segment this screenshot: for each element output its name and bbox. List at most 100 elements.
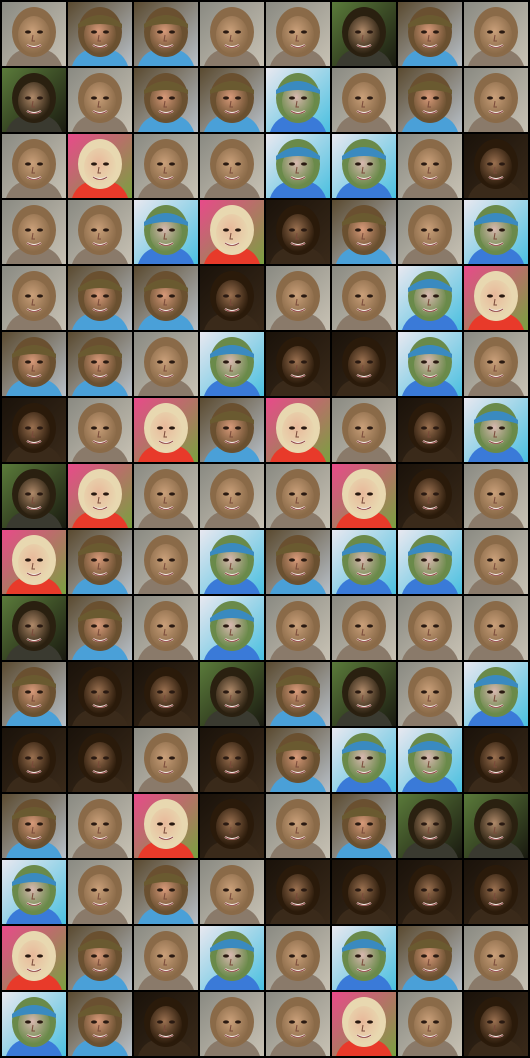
face-thumbnail — [398, 992, 462, 1056]
face-thumbnail — [134, 596, 198, 660]
face-thumbnail — [68, 992, 132, 1056]
face-thumbnail — [332, 68, 396, 132]
face-thumbnail — [200, 596, 264, 660]
face-thumbnail — [134, 464, 198, 528]
face-thumbnail — [332, 2, 396, 66]
face-thumbnail — [332, 530, 396, 594]
face-thumbnail — [464, 728, 528, 792]
face-thumbnail — [398, 530, 462, 594]
face-thumbnail — [200, 134, 264, 198]
face-thumbnail — [134, 794, 198, 858]
face-thumbnail — [398, 398, 462, 462]
face-thumbnail — [134, 266, 198, 330]
face-thumbnail — [332, 464, 396, 528]
face-thumbnail — [68, 332, 132, 396]
face-thumbnail — [200, 530, 264, 594]
face-thumbnail — [2, 926, 66, 990]
face-thumbnail — [398, 728, 462, 792]
face-thumbnail — [200, 464, 264, 528]
face-thumbnail — [200, 68, 264, 132]
face-thumbnail — [200, 728, 264, 792]
face-thumbnail — [398, 266, 462, 330]
face-thumbnail — [2, 530, 66, 594]
face-thumbnail — [68, 200, 132, 264]
face-thumbnail — [332, 398, 396, 462]
face-thumbnail — [134, 728, 198, 792]
face-thumbnail — [266, 728, 330, 792]
face-thumbnail — [332, 200, 396, 264]
face-thumbnail — [464, 134, 528, 198]
face-thumbnail — [266, 134, 330, 198]
face-thumbnail — [200, 926, 264, 990]
face-thumbnail — [464, 464, 528, 528]
face-thumbnail — [332, 794, 396, 858]
face-thumbnail — [464, 860, 528, 924]
face-thumbnail — [68, 662, 132, 726]
face-thumbnail — [68, 728, 132, 792]
face-thumbnail — [2, 200, 66, 264]
face-thumbnail — [332, 332, 396, 396]
face-thumbnail — [332, 134, 396, 198]
face-thumbnail — [68, 464, 132, 528]
face-thumbnail — [200, 662, 264, 726]
face-thumbnail — [266, 530, 330, 594]
face-thumbnail — [200, 332, 264, 396]
face-thumbnail — [134, 992, 198, 1056]
face-thumbnail — [266, 68, 330, 132]
face-thumbnail — [266, 926, 330, 990]
face-thumbnail — [464, 662, 528, 726]
face-thumbnail — [68, 134, 132, 198]
face-thumbnail — [200, 794, 264, 858]
face-thumbnail — [398, 464, 462, 528]
face-thumbnail — [2, 68, 66, 132]
face-thumbnail — [332, 662, 396, 726]
face-thumbnail — [200, 992, 264, 1056]
face-thumbnail — [332, 596, 396, 660]
face-thumbnail — [398, 68, 462, 132]
face-thumbnail — [2, 266, 66, 330]
face-thumbnail — [134, 2, 198, 66]
face-thumbnail — [200, 2, 264, 66]
face-thumbnail — [332, 992, 396, 1056]
face-thumbnail — [464, 398, 528, 462]
face-thumbnail — [2, 398, 66, 462]
face-thumbnail — [68, 398, 132, 462]
face-thumbnail — [68, 266, 132, 330]
face-thumbnail — [134, 200, 198, 264]
face-thumbnail — [68, 926, 132, 990]
face-thumbnail — [68, 68, 132, 132]
face-thumbnail — [134, 68, 198, 132]
face-thumbnail — [464, 794, 528, 858]
face-thumbnail — [134, 662, 198, 726]
face-thumbnail — [464, 2, 528, 66]
face-thumbnail — [200, 860, 264, 924]
face-thumbnail — [266, 2, 330, 66]
face-thumbnail — [68, 860, 132, 924]
face-thumbnail — [464, 266, 528, 330]
face-thumbnail — [68, 596, 132, 660]
face-thumbnail — [68, 2, 132, 66]
face-thumbnail — [2, 464, 66, 528]
face-thumbnail — [332, 728, 396, 792]
face-thumbnail — [266, 200, 330, 264]
face-thumbnail — [134, 398, 198, 462]
face-thumbnail — [2, 860, 66, 924]
face-thumbnail — [200, 398, 264, 462]
face-thumbnail — [266, 464, 330, 528]
face-thumbnail — [134, 926, 198, 990]
face-thumbnail — [464, 68, 528, 132]
face-thumbnail — [332, 926, 396, 990]
face-thumbnail — [2, 992, 66, 1056]
face-thumbnail — [332, 860, 396, 924]
face-thumbnail — [398, 596, 462, 660]
face-thumbnail — [68, 794, 132, 858]
face-thumbnail — [2, 134, 66, 198]
face-thumbnail — [398, 134, 462, 198]
face-thumbnail — [266, 266, 330, 330]
face-thumbnail — [266, 596, 330, 660]
face-thumbnail — [2, 728, 66, 792]
face-thumbnail — [398, 662, 462, 726]
face-thumbnail — [464, 992, 528, 1056]
face-thumbnail — [134, 332, 198, 396]
